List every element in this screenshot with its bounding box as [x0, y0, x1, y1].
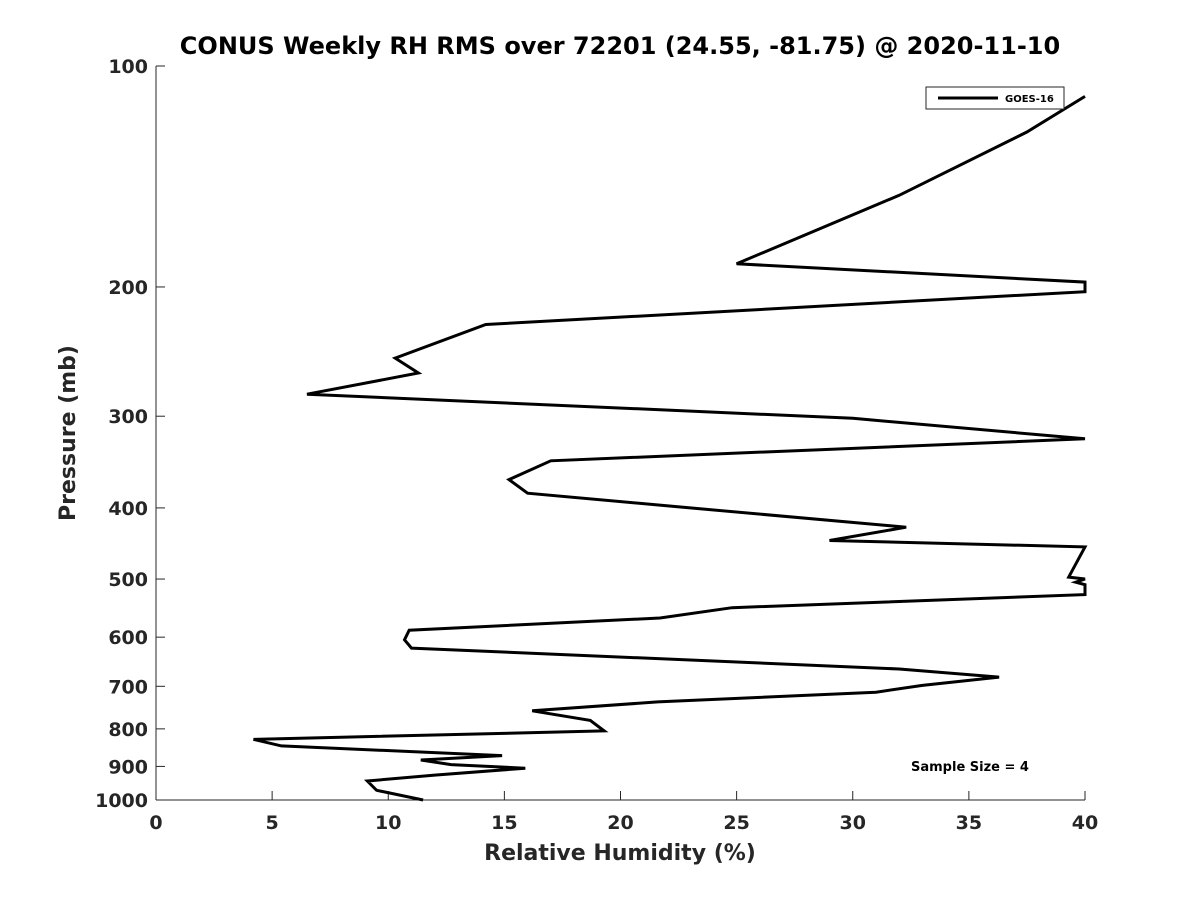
x-tick-label-35: 35 — [956, 812, 982, 834]
series-group — [253, 95, 1088, 802]
y-tick-label-100: 100 — [108, 56, 148, 78]
y-tick-label-1000: 1000 — [95, 790, 148, 812]
x-tick-label-20: 20 — [607, 812, 633, 834]
x-tick-label-40: 40 — [1072, 812, 1098, 834]
x-axis-label: Relative Humidity (%) — [484, 841, 756, 866]
x-tick-label-15: 15 — [491, 812, 517, 834]
x-tick-label-30: 30 — [840, 812, 866, 834]
sample-size-annotation: Sample Size = 4 — [911, 760, 1029, 775]
x-tick-label-25: 25 — [723, 812, 749, 834]
y-tick-label-200: 200 — [108, 277, 148, 299]
x-tick-label-0: 0 — [149, 812, 162, 834]
y-axis-ticks: 100 200 300 400 500 600 700 800 900 1000 — [95, 56, 165, 812]
legend-entry-goes-16: GOES-16 — [1005, 94, 1054, 105]
y-tick-label-900: 900 — [108, 756, 148, 778]
y-tick-label-500: 500 — [108, 569, 148, 591]
y-tick-label-600: 600 — [108, 627, 148, 649]
y-tick-label-700: 700 — [108, 676, 148, 698]
chart-title: CONUS Weekly RH RMS over 72201 (24.55, -… — [180, 32, 1060, 60]
x-axis-ticks: 0 5 10 15 20 25 30 35 40 — [149, 791, 1098, 834]
x-tick-label-5: 5 — [266, 812, 279, 834]
y-tick-label-300: 300 — [108, 406, 148, 428]
legend: GOES-16 — [925, 86, 1065, 110]
y-tick-label-400: 400 — [108, 498, 148, 520]
x-tick-label-10: 10 — [375, 812, 401, 834]
y-tick-label-800: 800 — [108, 719, 148, 741]
series-line-goes-16 — [253, 95, 1088, 802]
y-axis-label: Pressure (mb) — [56, 345, 81, 521]
